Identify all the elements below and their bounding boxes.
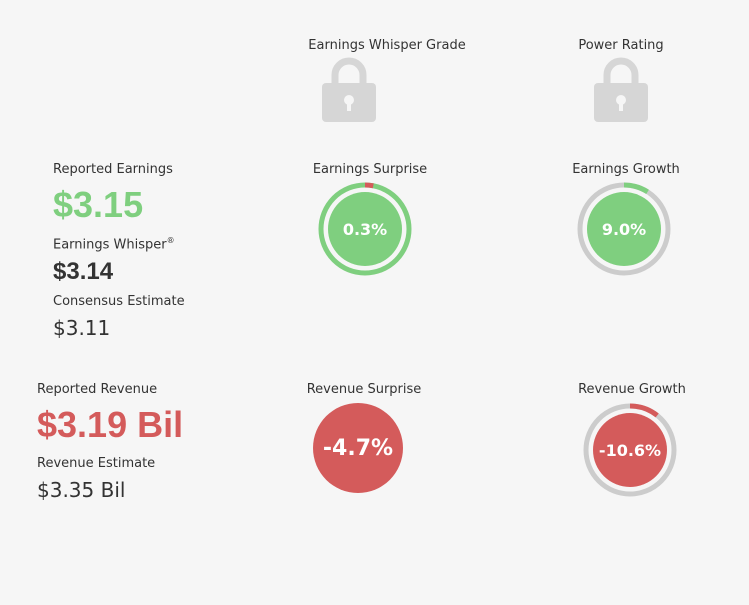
earnings-whisper-label: Earnings Whisper®	[53, 236, 175, 253]
earnings-whisper-value: $3.14	[53, 258, 114, 285]
earnings-growth-label: Earnings Growth	[572, 162, 680, 177]
revenue-growth-value: -10.6%	[598, 440, 662, 460]
lock-icon	[321, 55, 377, 127]
revenue-growth-label: Revenue Growth	[578, 382, 686, 397]
earnings-growth-value: 9.0%	[601, 219, 647, 239]
consensus-estimate-value: $3.11	[53, 316, 111, 340]
earnings-surprise-label: Earnings Surprise	[312, 162, 428, 177]
revenue-growth-gauge: -10.6%	[583, 403, 677, 497]
consensus-estimate-label: Consensus Estimate	[53, 294, 185, 309]
earnings-growth-gauge: 9.0%	[577, 182, 671, 276]
revenue-estimate-value: $3.35 Bil	[37, 478, 126, 502]
revenue-surprise-gauge: -4.7%	[313, 403, 403, 493]
reported-revenue-value: $3.19 Bil	[37, 404, 184, 445]
power-rating-label: Power Rating	[578, 38, 664, 53]
reported-revenue-label: Reported Revenue	[37, 382, 158, 397]
earnings-surprise-gauge: 0.3%	[318, 182, 412, 276]
revenue-estimate-label: Revenue Estimate	[37, 456, 156, 471]
registered-mark: ®	[166, 236, 175, 245]
earnings-growth-arc	[623, 182, 649, 195]
earnings-surprise-arc	[364, 182, 374, 189]
whisper-grade-label: Earnings Whisper Grade	[308, 38, 466, 53]
lock-icon	[593, 55, 649, 127]
revenue-surprise-value: -4.7%	[322, 435, 394, 461]
revenue-surprise-label: Revenue Surprise	[306, 382, 422, 397]
reported-earnings-label: Reported Earnings	[53, 162, 173, 177]
earnings-surprise-value: 0.3%	[342, 219, 388, 239]
revenue-growth-arc	[629, 403, 659, 418]
reported-earnings-value: $3.15	[53, 184, 144, 225]
